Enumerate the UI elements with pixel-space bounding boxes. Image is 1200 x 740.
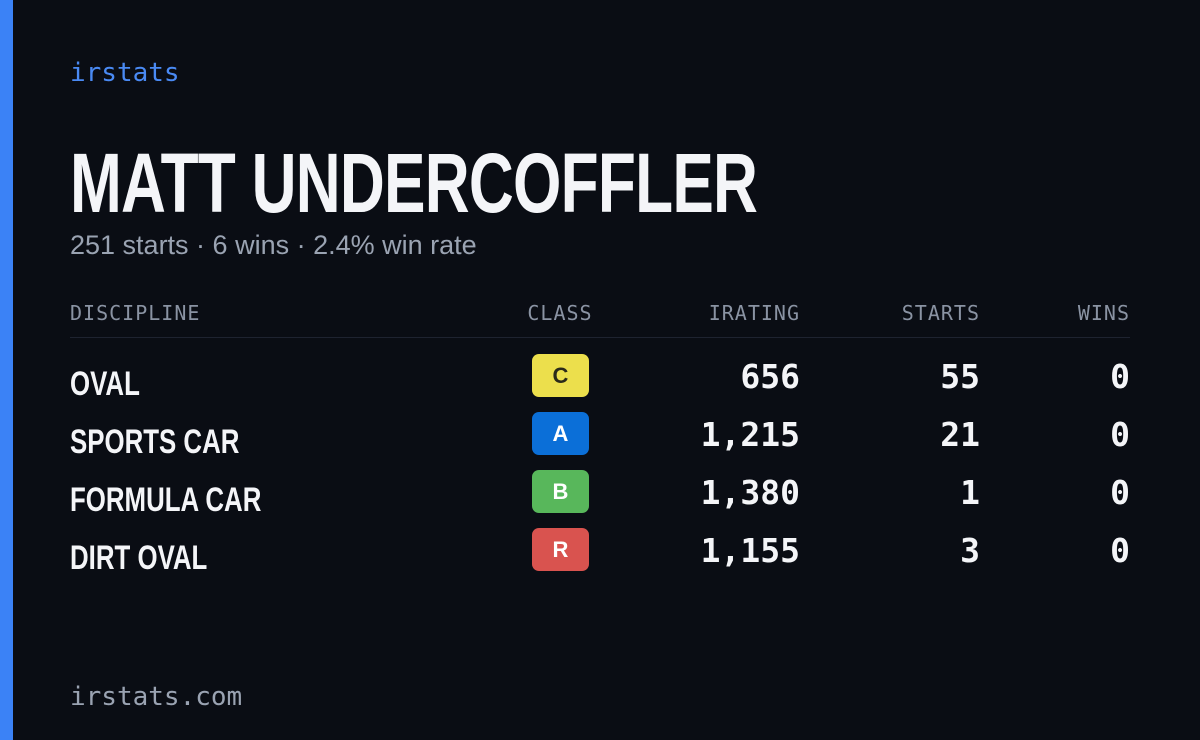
- divider: [70, 337, 1130, 338]
- class-badge: B: [532, 470, 589, 513]
- accent-stripe: [0, 0, 13, 740]
- wins: 0: [1110, 357, 1130, 396]
- footer-url: irstats.com: [70, 682, 243, 712]
- wins: 0: [1110, 415, 1130, 454]
- irating: 1,215: [700, 415, 800, 454]
- class-badge: R: [532, 528, 589, 571]
- discipline: OVAL: [70, 365, 140, 403]
- column-header: IRATING: [708, 301, 800, 325]
- class-badge: C: [532, 354, 589, 397]
- wins: 0: [1110, 473, 1130, 512]
- column-header: DISCIPLINE: [70, 301, 201, 325]
- starts: 1: [960, 473, 980, 512]
- irating: 1,155: [700, 531, 800, 570]
- wins: 0: [1110, 531, 1130, 570]
- discipline: FORMULA CAR: [70, 481, 262, 519]
- column-header: WINS: [1077, 301, 1130, 325]
- irating: 1,380: [700, 473, 800, 512]
- column-header: CLASS: [527, 301, 593, 325]
- brand: irstats: [70, 58, 180, 88]
- class-badge: A: [532, 412, 589, 455]
- starts: 21: [940, 415, 980, 454]
- column-header: STARTS: [901, 301, 980, 325]
- discipline: SPORTS CAR: [70, 423, 240, 461]
- summary: 251 starts · 6 wins · 2.4% win rate: [70, 230, 477, 260]
- irating: 656: [740, 357, 800, 396]
- driver-name: MATT UNDERCOFFLER: [70, 136, 758, 230]
- starts: 55: [940, 357, 980, 396]
- starts: 3: [960, 531, 980, 570]
- discipline: DIRT OVAL: [70, 539, 208, 577]
